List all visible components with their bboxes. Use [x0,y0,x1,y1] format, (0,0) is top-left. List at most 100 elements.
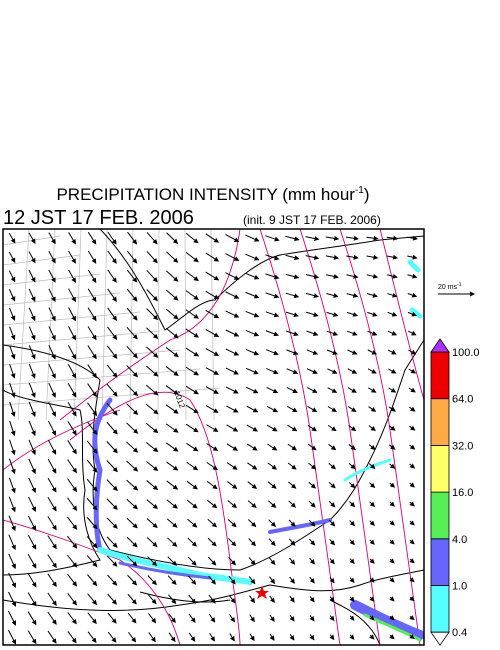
map-frame [2,228,425,646]
wind-arrow [287,443,297,451]
wind-arrow [87,269,97,284]
wind-arrow [8,553,16,570]
wind-arrow [389,558,395,564]
wind-arrow [386,254,399,260]
wind-arrow [166,480,179,490]
wind-arrow [28,232,36,244]
wind-arrow [349,501,356,508]
wind-arrow [106,421,118,435]
wind-arrow [187,556,197,566]
wind-arrow [366,292,378,298]
wind-arrow [228,595,236,604]
wind-arrow [387,330,398,336]
grid-line [3,254,81,266]
wind-arrow [285,254,300,261]
wind-arrow [185,347,199,357]
wind-arrow [205,233,220,243]
colorbar-label: 1.0 [452,581,467,593]
wind-arrow [145,365,159,377]
wind-arrow [87,383,97,398]
wind-arrow [107,231,117,245]
wind-arrow [8,610,16,626]
wind-arrow [185,328,200,338]
colorbar-segment [430,491,450,540]
wind-arrow [67,459,77,474]
wind-arrow [47,535,57,550]
wind-arrow [146,270,158,283]
wind-arrow [27,611,37,626]
wind-arrow [306,349,319,355]
wind-arrow [86,517,98,530]
wind-arrow [409,539,415,545]
wind-arrow [209,632,215,642]
wind-arrow [206,462,218,471]
wind-arrow [347,330,358,336]
wind-arrow [146,537,158,548]
wind-arrow [87,307,97,322]
wind-arrow [145,384,159,396]
wind-arrow [87,250,97,264]
wind-arrow [146,480,159,491]
wind-arrow [408,349,417,355]
wind-arrow [28,251,36,264]
wind-arrow [309,634,315,641]
wind-arrow [329,615,335,622]
colorbar-segment [430,444,450,493]
wind-arrow [107,593,117,605]
wind-arrow [309,538,316,546]
wind-arrow [185,232,199,244]
wind-arrow [227,481,238,490]
wind-arrow [167,556,177,566]
wind-arrow [146,251,158,264]
wind-arrow [269,633,275,641]
wind-arrow [305,274,320,279]
wind-arrow [126,536,138,548]
precip-band [97,547,253,585]
wind-arrow [187,575,197,585]
wind-arrow [225,348,240,356]
wind-arrow [146,346,159,358]
wind-arrow [347,349,358,355]
wind-arrow [148,632,156,643]
wind-arrow [87,231,97,245]
wind-arrow [87,326,97,341]
isobar [69,391,241,645]
isobars [3,229,424,645]
wind-arrow [387,311,398,317]
wind-arrow [165,366,179,377]
wind-arrow [267,481,277,489]
wind-arrow [369,558,375,564]
colorbar-label: 4.0 [452,534,467,546]
wind-arrow [369,539,375,545]
wind-arrow [8,630,17,645]
wind-arrow [309,557,315,565]
wind-arrow [389,634,395,640]
wind-arrow [388,387,397,393]
wind-arrow [307,443,317,451]
wind-arrow [207,518,218,528]
wind-arrow [185,290,199,300]
wind-arrow [289,595,295,603]
wind-arrow [349,615,355,621]
wind-arrow [106,402,118,416]
wind-arrow [67,478,78,493]
wind-arrow [369,482,376,489]
wind-arrow [265,330,279,337]
wind-arrow [289,633,295,641]
wind-arrow [346,254,359,260]
colorbar-segment [430,585,450,633]
wind-arrow [347,368,358,374]
wind-arrow [225,329,240,337]
wind-arrow [47,573,57,588]
wind-arrow [245,310,260,318]
wind-arrow [289,576,295,584]
wind-arrow [285,235,300,242]
wind-arrow [188,594,196,604]
wind-arrow [325,254,340,260]
wind-arrow [249,595,256,604]
wind-arrow [248,557,256,566]
wind-arrow [249,633,255,642]
wind-arrow [408,368,417,374]
wind-arrow [409,558,415,564]
